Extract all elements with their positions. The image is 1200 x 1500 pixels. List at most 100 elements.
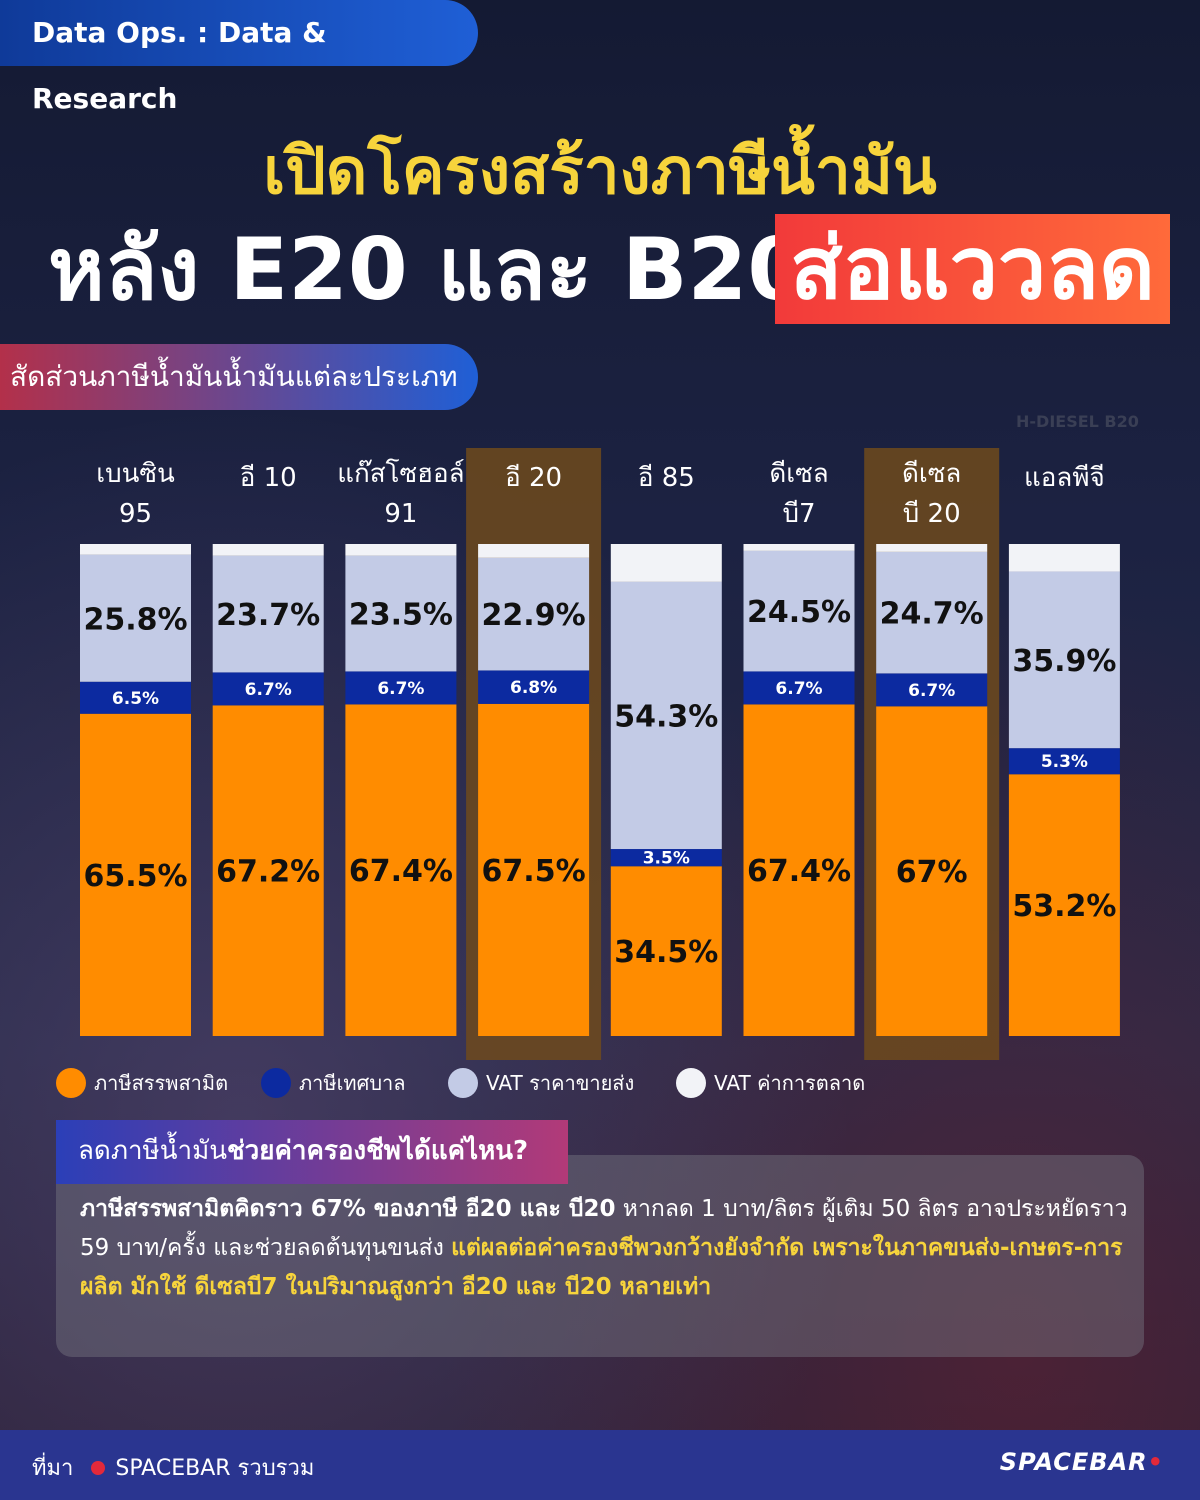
data-label-s1-c3: 6.8% [510, 678, 557, 698]
bar-segment-s1-c2 [345, 671, 457, 705]
data-label-s0-c6: 67% [896, 855, 968, 890]
data-label-s2-c6: 24.7% [880, 597, 984, 632]
legend-item-vat-marketing: VAT ค่าการตลาด [676, 1066, 865, 1100]
info-header-bold: ช่วยค่าครองชีพได้แค่ไหน? [226, 1136, 529, 1166]
data-label-s2-c0: 25.8% [83, 602, 187, 637]
legend-label-excise: ภาษีสรรพสามิต [94, 1071, 229, 1095]
bar-segment-s2-c7 [1008, 571, 1120, 749]
bar-segment-s2-c0 [80, 554, 191, 682]
data-label-s0-c7: 53.2% [1012, 889, 1116, 924]
bar-segment-s1-c5 [743, 671, 855, 705]
data-label-s2-c1: 23.7% [216, 598, 320, 633]
data-label-s0-c4: 34.5% [614, 935, 718, 970]
chart-legend: ภาษีสรรพสามิต ภาษีเทศบาล VAT ราคาขายส่ง … [56, 1066, 1156, 1102]
data-label-s1-c2: 6.7% [377, 679, 424, 699]
bar-segment-s0-c5 [743, 704, 855, 1036]
page-title-badge: ส่อแววลด [775, 214, 1170, 324]
category-label-6-0: ดีเซล [902, 459, 961, 489]
footer-source-label: ที่มา [32, 1456, 74, 1481]
info-header-prefix: ลดภาษีน้ำมัน [78, 1136, 227, 1166]
data-label-s0-c0: 65.5% [83, 859, 187, 894]
bar-segment-s3-c6 [876, 544, 988, 552]
category-label-7-0: แอลพีจี [1024, 463, 1105, 493]
legend-label-municipal: ภาษีเทศบาล [299, 1071, 406, 1095]
page-title-line2: หลัง E20 และ B20 [48, 220, 808, 320]
info-text-regular: หากลด 1 บาท/ลิตร ผู้เติม 50 ลิตร อาจประห… [80, 1196, 1128, 1261]
bar-segment-s1-c6 [876, 673, 988, 707]
bullet-icon [91, 1460, 106, 1475]
bar-segment-s1-c4 [610, 849, 722, 867]
info-text-highlight: แต่ผลต่อค่าครองชีพวงกว้างยังจำกัด เพราะใ… [80, 1235, 1123, 1300]
data-label-s0-c3: 67.5% [482, 854, 586, 889]
legend-label-vat-wholesale: VAT ราคาขายส่ง [486, 1071, 635, 1095]
small-note: H-DIESEL B20 [1016, 412, 1139, 431]
bar-segment-s3-c5 [743, 544, 855, 551]
category-label-5-0: ดีเซล [769, 459, 828, 489]
footer-source: ที่มา SPACEBAR รวบรวม [32, 1450, 314, 1485]
bar-segment-s1-c0 [80, 681, 191, 714]
bar-segment-s3-c0 [80, 544, 191, 555]
bar-segment-s0-c1 [212, 705, 324, 1036]
bar-segment-s2-c6 [876, 551, 988, 674]
bar-segment-s2-c4 [610, 581, 722, 850]
logo-text: SPACEBAR [999, 1448, 1148, 1476]
bar-segment-s0-c3 [478, 703, 590, 1036]
info-box [56, 1155, 1144, 1357]
bar-segment-s0-c2 [345, 704, 457, 1036]
info-header: ลดภาษีน้ำมันช่วยค่าครองชีพได้แค่ไหน? [56, 1120, 568, 1184]
bar-segment-s0-c4 [610, 866, 722, 1036]
legend-item-municipal: ภาษีเทศบาล [261, 1066, 406, 1100]
category-label-5-1: บี7 [782, 499, 815, 529]
bar-segment-s2-c3 [478, 557, 590, 671]
legend-swatch-vat-wholesale [448, 1068, 478, 1098]
data-label-s1-c7: 5.3% [1041, 752, 1088, 772]
bar-segment-s1-c1 [212, 672, 324, 706]
category-label-3-0: อี 20 [505, 463, 562, 493]
category-label-1-0: อี 10 [240, 463, 297, 493]
bar-segment-s2-c5 [743, 550, 855, 672]
bar-segment-s3-c2 [345, 544, 457, 556]
bar-segment-s3-c4 [610, 544, 722, 582]
data-label-s1-c5: 6.7% [775, 679, 822, 699]
data-label-s1-c1: 6.7% [245, 680, 292, 700]
page-title-line1: เปิดโครงสร้างภาษีน้ำมัน [263, 135, 937, 209]
bar-segment-s1-c3 [478, 670, 590, 704]
info-text: ภาษีสรรพสามิตคิดราว 67% ของภาษี อี20 และ… [80, 1190, 1130, 1307]
section-tag: สัดส่วนภาษีน้ำมันน้ำมันแต่ละประเภท [0, 344, 478, 410]
data-label-s2-c4: 54.3% [614, 699, 718, 734]
legend-item-excise: ภาษีสรรพสามิต [56, 1066, 228, 1100]
category-label-4-0: อี 85 [638, 463, 695, 493]
bar-segment-s3-c7 [1008, 544, 1120, 572]
footer-source-text: SPACEBAR รวบรวม [115, 1456, 315, 1481]
legend-item-vat-wholesale: VAT ราคาขายส่ง [448, 1066, 634, 1100]
legend-swatch-vat-marketing [676, 1068, 706, 1098]
bar-segment-s3-c3 [478, 544, 590, 558]
data-label-s0-c1: 67.2% [216, 855, 320, 890]
bar-segment-s1-c7 [1008, 748, 1120, 775]
category-label-6-1: บี 20 [903, 499, 961, 529]
data-label-s1-c0: 6.5% [112, 689, 159, 709]
category-label-2-1: 91 [384, 499, 417, 529]
data-label-s2-c3: 22.9% [482, 598, 586, 633]
bar-segment-s0-c6 [876, 706, 988, 1036]
legend-label-vat-marketing: VAT ค่าการตลาด [714, 1071, 866, 1095]
category-label-0-0: เบนซิน [96, 459, 175, 489]
data-label-s0-c2: 67.4% [349, 854, 453, 889]
bar-segment-s2-c1 [212, 555, 324, 673]
category-label-2-0: แก๊สโซฮอล์ [337, 458, 464, 489]
bar-segment-s2-c2 [345, 555, 457, 672]
data-label-s2-c5: 24.5% [747, 595, 851, 630]
bar-segment-s0-c7 [1008, 774, 1120, 1036]
bar-segment-s3-c1 [212, 544, 324, 556]
logo-dot: • [1147, 1448, 1164, 1476]
legend-swatch-excise [56, 1068, 86, 1098]
bar-segment-s0-c0 [80, 713, 191, 1036]
legend-swatch-municipal [261, 1068, 291, 1098]
data-label-s2-c7: 35.9% [1012, 644, 1116, 679]
spacebar-logo: SPACEBAR• [1000, 1448, 1164, 1476]
data-label-s2-c2: 23.5% [349, 598, 453, 633]
data-label-s0-c5: 67.4% [747, 854, 851, 889]
info-text-bold: ภาษีสรรพสามิตคิดราว 67% ของภาษี อี20 และ… [80, 1196, 616, 1222]
data-label-s1-c4: 3.5% [643, 849, 690, 869]
